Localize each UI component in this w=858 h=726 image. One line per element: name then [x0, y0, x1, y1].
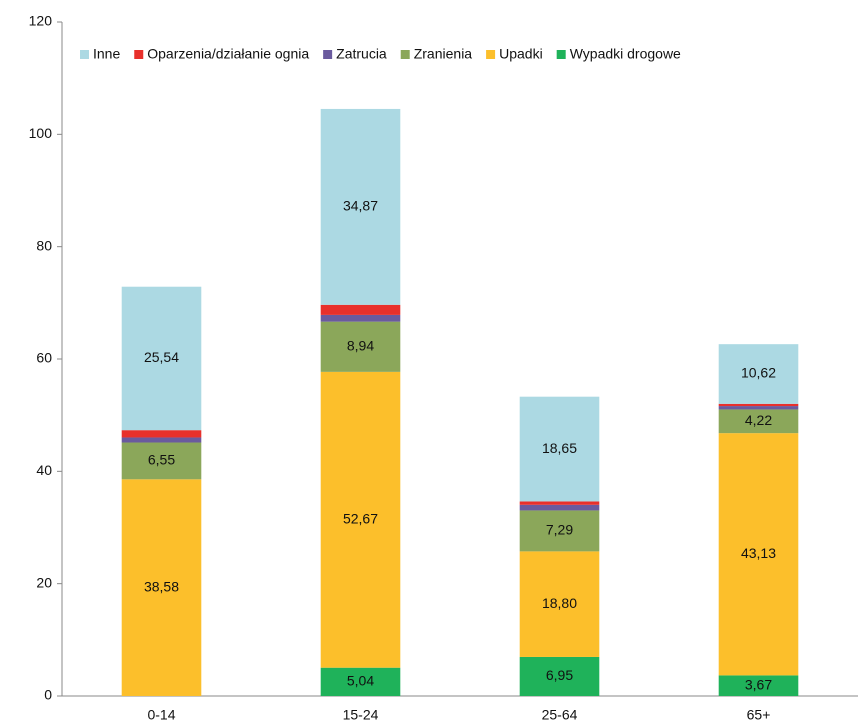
bar-segment — [718, 344, 799, 404]
legend-label: Zatrucia — [336, 46, 387, 62]
bar-segment — [718, 406, 799, 410]
data-label: 3,67 — [745, 676, 772, 692]
data-label: 52,67 — [343, 510, 378, 526]
bar-segment — [320, 304, 401, 315]
data-label: 18,80 — [542, 595, 577, 611]
data-label: 4,22 — [745, 412, 772, 428]
y-tick-label: 100 — [29, 125, 53, 141]
bar-segment — [121, 479, 202, 696]
y-tick-label: 20 — [36, 574, 52, 590]
legend-swatch — [556, 50, 566, 59]
legend-swatch — [134, 50, 144, 59]
bar-segment — [519, 510, 600, 552]
data-label: 7,29 — [546, 522, 573, 538]
bar-segment — [519, 551, 600, 657]
bar-segment — [519, 656, 600, 696]
legend-label: Inne — [93, 46, 120, 62]
y-tick-label: 40 — [36, 462, 52, 478]
data-label: 8,94 — [347, 337, 374, 353]
y-tick-label: 120 — [29, 13, 53, 29]
bar-segment — [519, 501, 600, 505]
bar-segment — [320, 371, 401, 668]
legend-swatch — [486, 50, 496, 59]
bar-segment — [718, 403, 799, 407]
data-label: 6,95 — [546, 667, 573, 683]
bar-segment — [121, 430, 202, 438]
bar-segment — [320, 108, 401, 305]
data-label: 5,04 — [347, 673, 374, 689]
data-label: 10,62 — [741, 365, 776, 381]
bar-segment — [718, 675, 799, 696]
data-label: 18,65 — [542, 440, 577, 456]
bar-segment — [718, 433, 799, 676]
y-tick-label: 60 — [36, 350, 52, 366]
legend-label: Oparzenia/działanie ognia — [147, 46, 309, 62]
bar-segment — [519, 396, 600, 502]
data-label: 38,58 — [144, 578, 179, 594]
bar-segment — [121, 437, 202, 443]
legend-label: Upadki — [499, 46, 543, 62]
data-label: 34,87 — [343, 198, 378, 214]
data-label: 43,13 — [741, 545, 776, 561]
y-tick-label: 0 — [44, 687, 52, 703]
data-label: 25,54 — [144, 349, 179, 365]
y-tick-label: 80 — [36, 237, 52, 253]
x-tick-label: 25-64 — [542, 707, 578, 723]
x-tick-label: 15-24 — [343, 707, 379, 723]
legend-swatch — [400, 50, 410, 59]
x-tick-label: 0-14 — [147, 707, 175, 723]
bar-segment — [718, 409, 799, 434]
bar-segment — [320, 667, 401, 696]
legend-swatch — [80, 50, 89, 59]
bar-segment — [320, 314, 401, 322]
legend-label: Wypadki drogowe — [570, 46, 681, 62]
bar-segment — [320, 321, 401, 372]
bar-segment — [121, 286, 202, 431]
bar-segment — [519, 504, 600, 511]
legend-swatch — [323, 50, 333, 59]
data-label: 6,55 — [148, 452, 175, 468]
x-tick-label: 65+ — [747, 707, 771, 723]
legend-label: Zranienia — [414, 46, 473, 62]
bar-segment — [121, 442, 202, 480]
